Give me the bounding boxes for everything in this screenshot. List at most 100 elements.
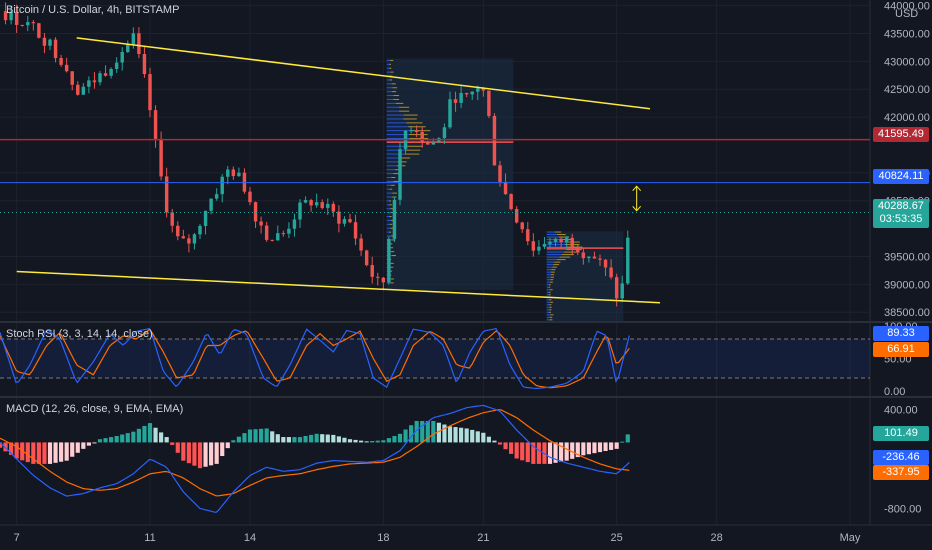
volume-profile-bar-down (550, 281, 553, 283)
candle-body (387, 238, 391, 283)
chart-axes: 44000.00 43500.00 43000.00 42500.00 42000.00… (14, 1, 930, 544)
candle-body (342, 219, 347, 224)
volume-profile-bar-down (390, 282, 394, 284)
candle-body (442, 127, 447, 139)
candle-body (309, 200, 313, 206)
candle-body (420, 131, 424, 142)
volume-profile-bar-down (550, 314, 554, 316)
stoch-rsi-title[interactable]: Stoch RSI (3, 3, 14, 14, close) (6, 328, 153, 340)
volume-profile-bar-up (386, 169, 395, 171)
candle-body (9, 11, 13, 21)
macd-histogram-bar (497, 442, 503, 445)
candle-body (487, 90, 491, 116)
volume-profile-bar-down (390, 266, 394, 268)
volume-profile-bar-down (392, 87, 398, 89)
candle-body (381, 277, 386, 283)
macd-title[interactable]: MACD (12, 26, close, 9, EMA, EMA) (6, 403, 184, 415)
candle-body (76, 84, 80, 95)
candle-body (159, 138, 163, 177)
candle-body (564, 237, 569, 243)
volume-profile-bar-up (386, 184, 392, 186)
candle-body (120, 51, 124, 63)
volume-profile-bar-down (391, 184, 395, 186)
candle-body (137, 33, 141, 55)
candle-body (164, 176, 169, 213)
macd-histogram-bar (481, 432, 486, 443)
macd-histogram-bar (570, 442, 575, 459)
candle-body (548, 241, 552, 244)
volume-profile-bar-up (546, 234, 558, 236)
volume-profile-bar-down (399, 110, 410, 112)
macd-histogram-bar (259, 428, 264, 443)
volume-profile-bar-down (393, 98, 400, 100)
volume-profile-bar-down (389, 79, 393, 81)
macd-histogram-bar (325, 434, 330, 443)
volume-profile-bar-down (566, 246, 583, 248)
volume-profile-bar-down (564, 251, 579, 253)
stoch-tick-label: 0.00 (884, 386, 905, 398)
volume-profile-bar-up (386, 134, 410, 136)
volume-profile-bar-up (386, 102, 396, 104)
macd-histogram-bar (503, 442, 508, 450)
macd-histogram-bar (309, 434, 314, 443)
candle-body (337, 211, 341, 224)
candle-body (276, 233, 280, 241)
volume-profile-bar-up (386, 204, 390, 206)
volume-profile-bar-up (546, 299, 550, 301)
macd-histogram-bar (420, 420, 425, 443)
volume-profile-bar-down (391, 91, 397, 93)
volume-profile-bar-up (546, 254, 562, 256)
candle-body (98, 73, 102, 83)
stoch-d-line (0, 328, 630, 389)
symbol-title[interactable]: Bitcoin / U.S. Dollar, 4h, BITSTAMP (6, 4, 180, 16)
candle-body (576, 247, 580, 253)
candle-body (314, 202, 319, 206)
macd-histogram-bar (414, 420, 419, 443)
macd-histogram-bar (431, 420, 436, 443)
time-tick-label: 25 (611, 532, 623, 544)
candle-body (514, 209, 519, 223)
volume-profile-bar-down (404, 153, 420, 155)
macd-histogram-bar (86, 442, 91, 446)
macd-histogram-bar (125, 433, 130, 443)
macd-histogram-bar (553, 442, 558, 463)
candle-body (353, 222, 358, 239)
macd-histogram-bar (386, 438, 391, 443)
candle-body (3, 11, 8, 21)
volume-profile-bar-up (386, 219, 392, 221)
candle-body (26, 22, 30, 26)
volume-profile-bar-up (546, 239, 561, 241)
volume-profile-bar-up (386, 231, 390, 233)
macd-histogram-bar (364, 441, 369, 443)
macd-histogram-bar (625, 434, 630, 443)
candle-body (264, 225, 269, 240)
macd-histogram-bar (381, 440, 386, 443)
volume-profile-bar-up (546, 251, 565, 253)
volume-profile-bar-down (409, 134, 428, 136)
volume-profile-bar-down (550, 274, 555, 276)
volume-profile-bar-down (549, 306, 552, 308)
volume-profile-bar-up (386, 137, 410, 139)
candle-body (570, 237, 574, 248)
candle-body (526, 229, 530, 242)
candle-body (198, 225, 202, 235)
volume-profile-bar-up (546, 269, 552, 271)
volume-profile-bar-down (397, 161, 407, 163)
price-tick-label: 43000.00 (884, 56, 930, 68)
currency-label[interactable]: USD (895, 8, 919, 20)
red-level-price-tag: 41595.49 (873, 127, 929, 142)
macd-histogram-bar (220, 442, 225, 457)
macd-histogram-bar (303, 435, 308, 443)
price-tick-label: 39500.00 (884, 251, 930, 263)
macd-histogram-bar (64, 442, 69, 461)
candle-body (181, 236, 186, 239)
volume-profile-bar-down (550, 276, 554, 278)
price-tick-label: 38500.00 (884, 307, 930, 319)
volume-profile-bar-down (390, 227, 394, 229)
volume-profile-bar-down (549, 299, 552, 301)
volume-profile-bar-down (549, 316, 553, 318)
macd-histogram-bar (14, 442, 19, 459)
candle-body (220, 176, 224, 195)
volume-profile-bar-down (390, 262, 394, 264)
